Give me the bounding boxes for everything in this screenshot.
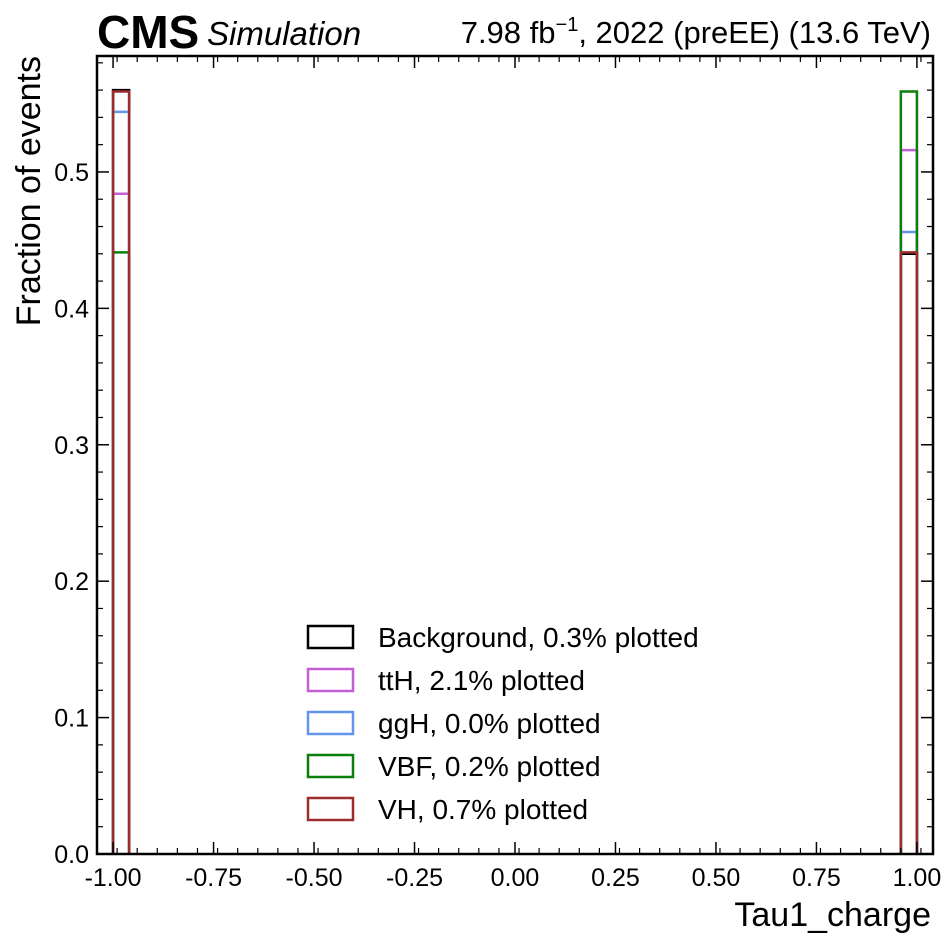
legend-swatch: [308, 669, 353, 691]
x-axis-label: Tau1_charge: [734, 896, 931, 934]
hist-bar: [113, 90, 129, 854]
legend-swatch: [308, 712, 353, 734]
x-tick-label: -0.75: [185, 864, 242, 892]
lumi-text: 7.98 fb: [461, 15, 556, 50]
legend-item: ggH, 0.0% plotted: [308, 708, 601, 739]
series-1: [113, 150, 917, 854]
legend-swatch: [308, 755, 353, 777]
series-4: [113, 91, 917, 854]
lumi-exponent: −1: [556, 14, 579, 36]
x-tick-label: 0.00: [491, 864, 540, 892]
y-tick-label: 0.2: [54, 568, 89, 596]
x-tick-label: 0.25: [591, 864, 640, 892]
x-tick-label: 1.00: [893, 864, 941, 892]
legend-label: ggH, 0.0% plotted: [378, 708, 601, 739]
series-3: [113, 91, 917, 854]
y-tick-label: 0.0: [54, 841, 89, 869]
x-tick-label: -1.00: [85, 864, 142, 892]
series-2: [113, 112, 917, 854]
y-tick-label: 0.5: [54, 159, 89, 187]
hist-bar: [901, 150, 917, 854]
x-tick-label: 0.75: [792, 864, 841, 892]
x-tick-label: -0.25: [386, 864, 443, 892]
y-axis-label: Fraction of events: [10, 56, 48, 326]
status-label: Simulation: [207, 15, 361, 52]
legend-swatch: [308, 626, 353, 648]
y-tick-label: 0.3: [54, 432, 89, 460]
hist-bar: [901, 91, 917, 854]
luminosity-label: 7.98 fb−1, 2022 (preEE) (13.6 TeV): [461, 14, 931, 50]
x-tick-label: -0.50: [286, 864, 343, 892]
legend-label: VBF, 0.2% plotted: [378, 751, 601, 782]
legend-item: VBF, 0.2% plotted: [308, 751, 601, 782]
hist-bar: [113, 252, 129, 854]
experiment-label: CMS: [97, 6, 199, 58]
legend-item: VH, 0.7% plotted: [308, 794, 588, 825]
legend-label: ttH, 2.1% plotted: [378, 665, 585, 696]
y-tick-label: 0.1: [54, 705, 89, 733]
legend: Background, 0.3% plotted ttH, 2.1% plotte…: [308, 622, 699, 825]
series-layer: [113, 90, 917, 854]
hist-bar: [113, 91, 129, 854]
legend-swatch: [308, 798, 353, 820]
legend-item: Background, 0.3% plotted: [308, 622, 699, 653]
legend-item: ttH, 2.1% plotted: [308, 665, 585, 696]
hist-bar: [901, 254, 917, 854]
hist-bar: [901, 252, 917, 854]
hist-bar: [901, 232, 917, 854]
x-tick-label: 0.50: [692, 864, 741, 892]
run-text: , 2022 (preEE) (13.6 TeV): [578, 15, 931, 50]
legend-label: VH, 0.7% plotted: [378, 794, 588, 825]
hist-bar: [113, 112, 129, 854]
y-tick-label: 0.4: [54, 295, 89, 323]
series-0: [113, 90, 917, 854]
legend-label: Background, 0.3% plotted: [378, 622, 699, 653]
hist-bar: [113, 194, 129, 854]
